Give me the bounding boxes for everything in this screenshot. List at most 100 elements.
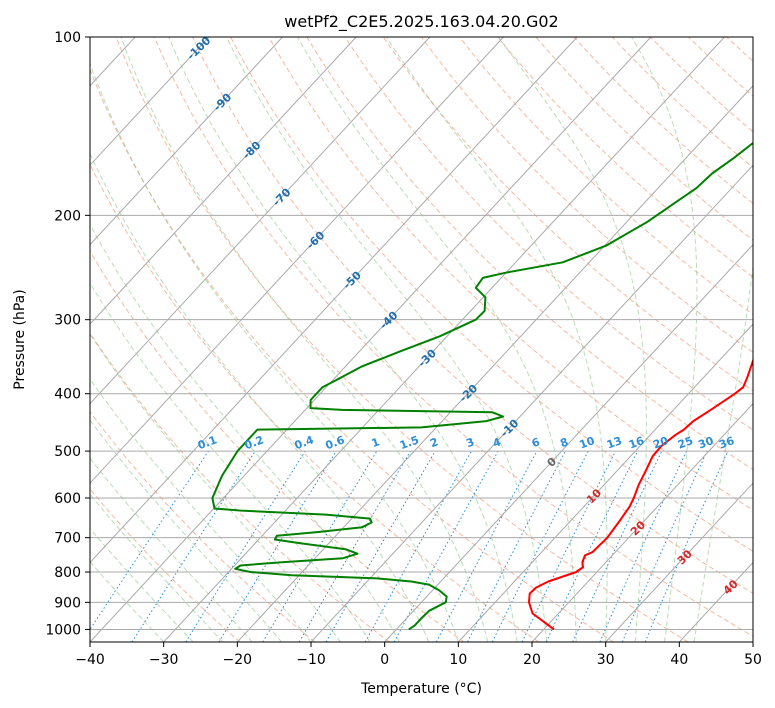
temperature-profile <box>528 357 753 631</box>
dry-adiabat <box>90 410 316 642</box>
isotherm-line <box>752 641 753 642</box>
mixing-ratio-line <box>185 450 306 642</box>
isotherm-line <box>0 37 62 642</box>
isotherm-line <box>310 164 753 642</box>
moist-adiabat <box>168 37 518 642</box>
dry-adiabat <box>90 163 540 642</box>
mixing-ratio-label: 0.6 <box>324 433 347 452</box>
x-tick-label: 40 <box>670 652 688 668</box>
isotherm-line <box>90 37 357 325</box>
isotherm-line <box>605 482 753 642</box>
sounding-series <box>211 141 753 631</box>
mixing-ratio-line <box>364 450 472 642</box>
dry-adiabat <box>230 37 753 552</box>
dry-adiabat <box>115 37 689 642</box>
x-tick-label: −10 <box>296 652 326 668</box>
dry-adiabat <box>497 37 753 278</box>
isotherm-line <box>90 37 578 564</box>
moist-adiabat <box>631 37 698 642</box>
isotherm-line <box>678 561 753 642</box>
y-tick-label: 100 <box>54 30 81 46</box>
dry-adiabat <box>420 37 753 353</box>
x-axis-label: Temperature (°C) <box>360 681 482 697</box>
moist-adiabats <box>90 37 753 642</box>
mixing-ratio-label: 0.2 <box>243 433 266 452</box>
dry-adiabat <box>344 37 753 431</box>
mixing-ratio-line <box>572 450 663 642</box>
plot-frame <box>89 36 754 643</box>
isotherm-line <box>163 37 725 642</box>
x-tick-label: 20 <box>523 652 541 668</box>
moist-adiabat <box>90 152 430 642</box>
dry-adiabat <box>90 68 614 642</box>
isotherm-label: -100 <box>185 34 214 63</box>
isotherm-line <box>90 37 210 166</box>
x-tick-label: −30 <box>149 652 179 668</box>
x-axis-ticks: −40 −30 −20 −10 0 10 20 30 40 50 <box>75 642 762 668</box>
moist-adiabat <box>90 419 282 642</box>
isotherm-line <box>90 37 283 246</box>
mixing-ratio-label: 36 <box>717 434 736 452</box>
x-tick-label: −20 <box>223 652 253 668</box>
dry-adiabat <box>573 37 753 205</box>
mixing-ratio-line <box>521 450 617 642</box>
mixing-ratio-line <box>218 450 337 642</box>
chart-title: wetPf2_C2E5.2025.163.04.20.G02 <box>284 12 558 32</box>
moist-adiabat <box>385 37 608 642</box>
y-tick-label: 400 <box>54 387 81 403</box>
moist-adiabat <box>90 493 223 642</box>
dewpoint-profile <box>211 141 753 631</box>
x-tick-label: 0 <box>380 652 389 668</box>
mixing-ratio-line <box>435 450 538 642</box>
mixing-ratio-line <box>393 450 499 642</box>
dry-adiabats <box>90 37 753 642</box>
moist-adiabat <box>90 560 165 642</box>
mixing-ratio-line <box>599 450 688 642</box>
mixing-ratio-label: 6 <box>530 435 542 450</box>
mixing-ratio-label: 0.1 <box>196 433 219 452</box>
y-axis-label: Pressure (hPa) <box>12 289 28 389</box>
mixing-ratio-label: 3 <box>464 435 476 450</box>
y-tick-label: 200 <box>54 208 81 224</box>
moist-adiabat <box>226 37 548 642</box>
moist-adiabat <box>90 378 312 642</box>
isotherm-line <box>236 84 753 642</box>
isotherm-line <box>384 243 753 642</box>
mixing-ratio-label: 0.4 <box>293 433 316 452</box>
y-tick-label: 800 <box>54 565 81 581</box>
isotherm-line <box>90 37 652 642</box>
x-tick-label: −40 <box>75 652 105 668</box>
y-tick-label: 1000 <box>45 622 81 638</box>
dry-adiabat <box>268 37 753 511</box>
y-tick-label: 500 <box>54 444 81 460</box>
moist-adiabat <box>297 37 577 642</box>
mixing-ratio-label: 13 <box>605 434 624 451</box>
dry-adiabat <box>649 37 753 133</box>
dry-adiabat <box>611 37 753 169</box>
moist-adiabat <box>90 223 400 642</box>
y-tick-label: 700 <box>54 531 81 547</box>
mixing-ratio-label: 1.5 <box>398 433 421 452</box>
mixing-ratio-line <box>545 450 639 642</box>
moist-adiabat <box>120 37 489 642</box>
mixing-ratio-label: 4 <box>491 435 503 450</box>
x-tick-label: 10 <box>449 652 467 668</box>
mixing-ratio-label: 16 <box>627 434 646 452</box>
y-tick-label: 300 <box>54 313 81 329</box>
isotherms <box>0 37 753 642</box>
dry-adiabat <box>192 37 753 594</box>
mixing-ratio-line <box>491 450 589 642</box>
isotherm-line <box>457 323 753 642</box>
moist-adiabat <box>90 282 371 642</box>
dry-adiabat <box>90 250 465 642</box>
mixing-ratio-label: 10 <box>578 434 597 452</box>
isotherm-line <box>90 37 431 405</box>
isobars <box>90 37 753 630</box>
isotherm-line <box>531 402 753 642</box>
moist-adiabat <box>498 37 647 642</box>
mixing-ratio-line <box>644 450 729 642</box>
dry-adiabat <box>90 332 390 642</box>
mixing-ratio-line <box>621 450 708 642</box>
dry-adiabat <box>382 37 753 392</box>
